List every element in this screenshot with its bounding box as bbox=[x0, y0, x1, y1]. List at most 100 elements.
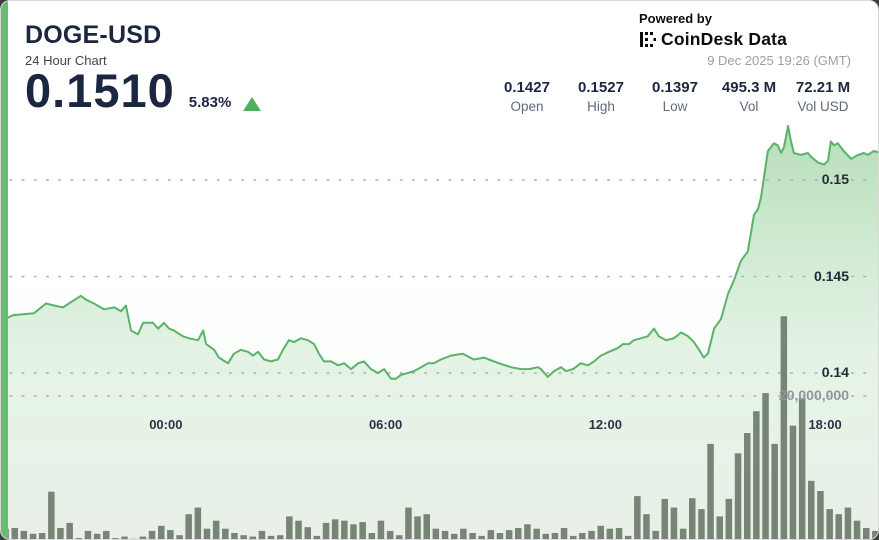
volume-bar bbox=[148, 530, 156, 539]
volume-gridline-label: 20,000,000 bbox=[778, 387, 849, 403]
volume-bar bbox=[624, 535, 632, 539]
stat-value: 0.1427 bbox=[504, 79, 550, 96]
volume-bar bbox=[524, 524, 531, 539]
stat-value: 72.21 M bbox=[795, 79, 851, 96]
powered-by-label: Powered by bbox=[639, 11, 712, 26]
volume-bar bbox=[222, 528, 229, 539]
volume-bar bbox=[515, 528, 522, 539]
volume-bar bbox=[634, 496, 641, 539]
coindesk-logo-icon bbox=[640, 32, 656, 47]
volume-bar bbox=[396, 535, 403, 539]
volume-bar bbox=[66, 522, 73, 539]
volume-bar bbox=[103, 530, 110, 539]
volume-bar bbox=[707, 443, 714, 539]
stat-label: High bbox=[587, 99, 615, 114]
volume-bar bbox=[478, 535, 485, 539]
volume-bar bbox=[789, 425, 797, 539]
volume-bar bbox=[295, 520, 302, 539]
volume-bar bbox=[652, 530, 659, 539]
volume-bar bbox=[368, 533, 376, 539]
stat-label: Vol USD bbox=[797, 99, 849, 114]
volume-bar bbox=[817, 491, 824, 539]
volume-bar bbox=[451, 533, 458, 539]
volume-bar bbox=[267, 535, 275, 539]
stat-low: 0.1397 Low bbox=[643, 79, 707, 114]
time-axis-label: 12:00 bbox=[588, 417, 622, 432]
volume-bar bbox=[11, 528, 18, 539]
chart-header: DOGE-USD 24 Hour Chart bbox=[25, 21, 161, 68]
time-axis-label: 06:00 bbox=[368, 417, 403, 432]
coindesk-brand-label: CoinDesk Data bbox=[661, 29, 788, 49]
volume-bar bbox=[286, 516, 293, 539]
stat-open: 0.1427 Open bbox=[495, 79, 559, 114]
stat-volume: 495.3 M Vol bbox=[717, 79, 781, 114]
volume-bar bbox=[863, 528, 870, 539]
volume-bar bbox=[29, 533, 37, 539]
price-row: 0.1510 5.83% bbox=[25, 64, 262, 117]
volume-bar bbox=[231, 533, 238, 539]
chart-subtitle: 24 Hour Chart bbox=[25, 53, 107, 68]
volume-bar bbox=[844, 507, 852, 539]
volume-bar bbox=[487, 530, 495, 539]
volume-bar bbox=[496, 533, 504, 539]
volume-bar bbox=[753, 411, 760, 539]
volume-bar bbox=[240, 535, 247, 539]
volume-bar bbox=[579, 533, 586, 539]
ohlc-stats-row: 0.1427 Open 0.1527 High 0.1397 Low 495.3… bbox=[495, 79, 855, 114]
volume-bar bbox=[322, 522, 330, 539]
volume-bar bbox=[744, 433, 751, 539]
price-axis-label: 0.14 bbox=[821, 364, 849, 380]
volume-bar bbox=[798, 398, 806, 539]
volume-bar bbox=[423, 514, 430, 539]
change-percent: 5.83% bbox=[188, 94, 232, 111]
time-axis-label: 00:00 bbox=[149, 417, 183, 432]
stat-label: Open bbox=[510, 99, 544, 114]
stat-high: 0.1527 High bbox=[569, 79, 633, 114]
volume-bar bbox=[359, 522, 366, 539]
volume-bar bbox=[432, 528, 440, 539]
volume-bar bbox=[20, 530, 28, 539]
volume-bar bbox=[304, 527, 311, 539]
volume-bar bbox=[167, 530, 174, 539]
volume-bar bbox=[57, 528, 64, 539]
volume-bar bbox=[725, 498, 733, 539]
volume-bar bbox=[405, 507, 412, 539]
volume-bar bbox=[75, 538, 82, 539]
volume-bar bbox=[762, 393, 769, 539]
stat-value: 0.1527 bbox=[578, 79, 624, 96]
volume-bar bbox=[176, 535, 183, 539]
volume-bar bbox=[460, 528, 467, 539]
volume-bar bbox=[679, 528, 687, 539]
current-price: 0.1510 bbox=[25, 64, 175, 117]
volume-bar bbox=[350, 524, 357, 539]
volume-bar bbox=[258, 530, 266, 539]
volume-bar bbox=[38, 533, 46, 539]
volume-bar bbox=[853, 520, 861, 539]
volume-bar bbox=[542, 533, 549, 539]
volume-bar bbox=[560, 528, 568, 539]
symbol-title: DOGE-USD bbox=[25, 21, 162, 49]
volume-bar bbox=[313, 535, 321, 539]
volume-bar bbox=[780, 316, 788, 539]
stat-label: Vol bbox=[739, 99, 759, 114]
chart-timestamp: 9 Dec 2025 19:26 (GMT) bbox=[707, 53, 851, 68]
volume-bar bbox=[331, 519, 339, 539]
volume-bar bbox=[670, 507, 678, 539]
price-axis-label: 0.145 bbox=[813, 267, 849, 284]
volume-bar bbox=[469, 533, 476, 539]
volume-bar bbox=[643, 514, 650, 539]
volume-bar bbox=[597, 525, 604, 539]
volume-bar bbox=[606, 528, 614, 539]
volume-bar bbox=[121, 536, 128, 539]
volume-bar bbox=[734, 453, 742, 539]
stat-volume-usd: 72.21 M Vol USD bbox=[791, 79, 855, 114]
volume-bar bbox=[826, 509, 833, 539]
coindesk-brand-link[interactable]: CoinDesk Data bbox=[639, 29, 851, 50]
volume-bar bbox=[661, 498, 668, 539]
volume-bar bbox=[194, 507, 202, 539]
volume-bar bbox=[249, 536, 256, 539]
time-axis-label: 18:00 bbox=[808, 417, 842, 432]
stat-value: 495.3 M bbox=[721, 79, 777, 96]
